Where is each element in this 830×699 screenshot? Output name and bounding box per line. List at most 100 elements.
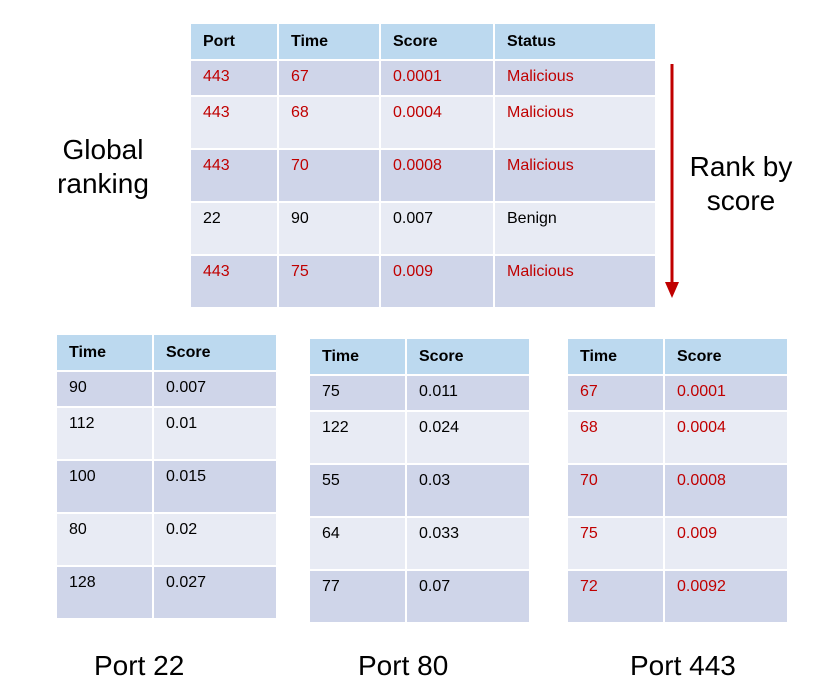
table-cell: 0.033 (405, 516, 531, 571)
table-cell: Malicious (493, 148, 657, 203)
column-header: Status (493, 22, 657, 61)
table-cell: 72 (566, 569, 665, 624)
table-row: 64 0.033 (308, 516, 531, 571)
port-22-label: Port 22 (94, 650, 185, 681)
table-row: 75 0.011 (308, 374, 531, 412)
table-row: 443 70 0.0008 Malicious (189, 148, 657, 203)
table-cell: 68 (566, 410, 665, 465)
table-row: 100 0.015 (55, 459, 278, 514)
column-header: Time (55, 333, 154, 372)
table-cell: 100 (55, 459, 154, 514)
table-cell: 0.027 (152, 565, 278, 620)
rank-by-score-label: Rank by score (676, 150, 806, 218)
port-443-label: Port 443 (630, 650, 736, 681)
table-cell: 0.0001 (663, 374, 789, 412)
table-header-row: Time Score (566, 337, 789, 376)
table-cell: 0.0008 (663, 463, 789, 518)
table-cell: 0.009 (379, 254, 495, 309)
table-row: 122 0.024 (308, 410, 531, 465)
port-22-table: Time Score 90 0.007 112 0.01 100 0.015 80 0.02 1… (55, 333, 278, 620)
table-cell: 443 (189, 59, 279, 97)
column-header: Port (189, 22, 279, 61)
table-row: 22 90 0.007 Benign (189, 201, 657, 256)
table-cell: 0.007 (379, 201, 495, 256)
table-cell: 0.007 (152, 370, 278, 408)
column-header: Score (152, 333, 278, 372)
column-header: Score (379, 22, 495, 61)
table-cell: 64 (308, 516, 407, 571)
global-table-body: 443 67 0.0001 Malicious 443 68 0.0004 Malicious… (189, 59, 657, 309)
table-cell: 67 (566, 374, 665, 412)
port-80-table-body: 75 0.011 122 0.024 55 0.03 64 0.033 77 0.07 (308, 374, 531, 624)
table-cell: 0.0004 (379, 95, 495, 150)
table-cell: 80 (55, 512, 154, 567)
rank-by-score-line1: Rank by (689, 151, 793, 182)
table-row: 55 0.03 (308, 463, 531, 518)
table-row: 68 0.0004 (566, 410, 789, 465)
global-ranking-line2: ranking (57, 168, 149, 199)
table-cell: 443 (189, 95, 279, 150)
table-cell: Benign (493, 201, 657, 256)
column-header: Time (277, 22, 381, 61)
table-row: 67 0.0001 (566, 374, 789, 412)
table-cell: 0.0004 (663, 410, 789, 465)
table-cell: 68 (277, 95, 381, 150)
table-cell: 443 (189, 254, 279, 309)
table-cell: 0.015 (152, 459, 278, 514)
rank-arrow-icon (665, 64, 679, 298)
table-cell: 70 (277, 148, 381, 203)
port-443-table: Time Score 67 0.0001 68 0.0004 70 0.0008 75 0.0… (566, 337, 789, 624)
table-cell: 0.07 (405, 569, 531, 624)
table-cell: 67 (277, 59, 381, 97)
table-cell: 55 (308, 463, 407, 518)
table-cell: 0.0092 (663, 569, 789, 624)
table-cell: 112 (55, 406, 154, 461)
table-cell: 0.0008 (379, 148, 495, 203)
table-cell: 443 (189, 148, 279, 203)
table-cell: 70 (566, 463, 665, 518)
table-row: 80 0.02 (55, 512, 278, 567)
global-ranking-line1: Global (62, 134, 144, 165)
table-cell: Malicious (493, 95, 657, 150)
port-80-table: Time Score 75 0.011 122 0.024 55 0.03 64 0.033 7… (308, 337, 531, 624)
table-row: 112 0.01 (55, 406, 278, 461)
table-row: 77 0.07 (308, 569, 531, 624)
table-row: 443 75 0.009 Malicious (189, 254, 657, 309)
table-row: 90 0.007 (55, 370, 278, 408)
table-cell: Malicious (493, 254, 657, 309)
table-header-row: Port Time Score Status (189, 22, 657, 61)
global-ranking-label: Global ranking (48, 133, 158, 201)
table-cell: 90 (277, 201, 381, 256)
table-row: 443 67 0.0001 Malicious (189, 59, 657, 97)
table-cell: 0.03 (405, 463, 531, 518)
table-row: 443 68 0.0004 Malicious (189, 95, 657, 150)
table-cell: 75 (308, 374, 407, 412)
column-header: Time (308, 337, 407, 376)
table-cell: 0.011 (405, 374, 531, 412)
port-22-table-body: 90 0.007 112 0.01 100 0.015 80 0.02 128 0.027 (55, 370, 278, 620)
port-80-label: Port 80 (358, 650, 449, 681)
table-cell: 0.024 (405, 410, 531, 465)
table-cell: 128 (55, 565, 154, 620)
table-cell: 0.009 (663, 516, 789, 571)
table-header-row: Time Score (308, 337, 531, 376)
table-cell: 90 (55, 370, 154, 408)
table-row: 75 0.009 (566, 516, 789, 571)
global-ranking-table: Port Time Score Status 443 67 0.0001 Malici… (189, 22, 657, 309)
table-cell: 75 (566, 516, 665, 571)
table-row: 72 0.0092 (566, 569, 789, 624)
rank-by-score-line2: score (706, 185, 776, 216)
table-row: 70 0.0008 (566, 463, 789, 518)
column-header: Time (566, 337, 665, 376)
table-cell: 22 (189, 201, 279, 256)
column-header: Score (663, 337, 789, 376)
table-header-row: Time Score (55, 333, 278, 372)
table-cell: 0.02 (152, 512, 278, 567)
table-cell: 0.0001 (379, 59, 495, 97)
table-cell: 77 (308, 569, 407, 624)
table-row: 128 0.027 (55, 565, 278, 620)
table-cell: Malicious (493, 59, 657, 97)
port-443-table-body: 67 0.0001 68 0.0004 70 0.0008 75 0.009 72 0.0092 (566, 374, 789, 624)
table-cell: 122 (308, 410, 407, 465)
table-cell: 75 (277, 254, 381, 309)
